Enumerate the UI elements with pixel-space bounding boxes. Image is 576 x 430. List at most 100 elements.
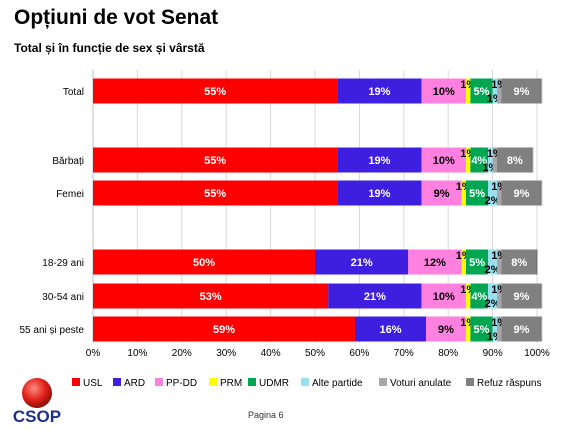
category-label: 55 ani și peste xyxy=(20,325,85,336)
data-label: 12% xyxy=(424,257,446,269)
x-tick-label: 90% xyxy=(483,348,503,359)
category-label: 18-29 ani xyxy=(42,258,84,269)
bar-edge xyxy=(540,78,543,104)
logo-sphere xyxy=(22,378,52,408)
data-label: 19% xyxy=(368,155,390,167)
data-label: 8% xyxy=(511,257,527,269)
logo-text: CSOP xyxy=(13,407,61,426)
x-tick-label: 50% xyxy=(305,348,325,359)
bar-segment xyxy=(488,147,493,173)
bar-segment xyxy=(488,249,498,275)
bar-segment xyxy=(337,147,422,173)
data-label: 8% xyxy=(507,155,523,167)
bar-segment xyxy=(470,316,493,342)
data-label: 55% xyxy=(204,155,226,167)
bar-segment xyxy=(408,249,462,275)
bar-segment xyxy=(497,249,502,275)
bar-segment xyxy=(492,78,498,104)
legend-swatch xyxy=(248,378,256,386)
category-label: 30-54 ani xyxy=(42,292,84,303)
bar-segment xyxy=(93,180,338,206)
data-label: 5% xyxy=(474,86,490,98)
bar-segment xyxy=(497,180,502,206)
legend: USL ARD PP-DD PRM UDMR Alte partide Voturi anu… xyxy=(72,378,541,389)
bars: 55% 19% 10%1%5%1%1%9%55% 19% 10%1%4%1%1%8%55… xyxy=(93,78,543,343)
data-label: 10% xyxy=(433,291,455,303)
bar-segment xyxy=(315,249,409,275)
data-label: 59% xyxy=(213,324,235,336)
bar-segment xyxy=(93,147,338,173)
data-label: 2% xyxy=(485,195,501,207)
bar-segment xyxy=(328,283,422,309)
data-label: 10% xyxy=(433,155,455,167)
legend-label: USL xyxy=(83,378,103,389)
data-label: 9% xyxy=(438,324,454,336)
bar-segment xyxy=(461,249,466,275)
bar-segment xyxy=(465,78,471,104)
data-label: 2% xyxy=(485,298,501,310)
legend-swatch xyxy=(301,378,309,386)
data-label: 9% xyxy=(434,188,450,200)
data-label: 50% xyxy=(193,257,215,269)
bar-segment xyxy=(497,147,533,173)
bar-segment xyxy=(470,78,493,104)
bar-segment xyxy=(337,180,422,206)
x-tick-label: 20% xyxy=(172,348,192,359)
legend-label: PP-DD xyxy=(166,378,197,389)
bar-segment xyxy=(465,180,489,206)
data-label: 4% xyxy=(471,291,487,303)
bar-segment xyxy=(93,249,315,275)
bar-segment xyxy=(465,147,471,173)
category-label: Bărbați xyxy=(52,156,84,167)
data-label: 5% xyxy=(469,257,485,269)
bar-segment xyxy=(501,316,542,342)
bar-segment xyxy=(497,316,502,342)
bar-segment xyxy=(421,283,466,309)
legend-label: PRM xyxy=(220,378,242,389)
data-label: 2% xyxy=(485,264,501,276)
page-title: Opțiuni de vot Senat xyxy=(14,6,219,29)
bar-segment xyxy=(465,249,489,275)
legend-swatch xyxy=(466,378,474,386)
bar-segment xyxy=(470,283,489,309)
bar-segment xyxy=(421,180,462,206)
page-subtitle: Total și în funcție de sex și vârstă xyxy=(14,41,205,55)
legend-swatch xyxy=(113,378,121,386)
bar-segment xyxy=(465,316,471,342)
bar-segment xyxy=(497,78,502,104)
bar-segment xyxy=(354,316,426,342)
x-tick-label: 40% xyxy=(261,348,281,359)
category-label: Total xyxy=(63,87,84,98)
x-tick-label: 100% xyxy=(524,348,550,359)
bar-segment xyxy=(501,249,537,275)
bar-edge xyxy=(536,249,538,275)
data-label: 55% xyxy=(204,188,226,200)
data-label: 9% xyxy=(514,291,530,303)
bar-segment xyxy=(470,147,489,173)
bar-segment xyxy=(421,78,466,104)
bar-segment xyxy=(488,180,498,206)
data-label: 9% xyxy=(514,86,530,98)
bar-segment xyxy=(93,283,329,309)
bar-segment xyxy=(93,316,355,342)
x-tick-label: 60% xyxy=(349,348,369,359)
data-label: 21% xyxy=(351,257,373,269)
x-tick-label: 10% xyxy=(127,348,147,359)
bar-segment xyxy=(426,316,466,342)
x-tick-label: 70% xyxy=(394,348,414,359)
legend-swatch xyxy=(72,378,80,386)
data-label: 5% xyxy=(469,188,485,200)
data-label: 9% xyxy=(514,188,530,200)
legend-swatch xyxy=(155,378,163,386)
data-label: 5% xyxy=(474,324,490,336)
data-label: 16% xyxy=(379,324,401,336)
legend-label: Alte partide xyxy=(312,378,363,389)
bar-segment xyxy=(501,283,542,309)
data-label: 10% xyxy=(433,86,455,98)
x-axis-tick-labels: 0% 10% 20% 30% 40% 50% 60% 70% 80% 90% 100% xyxy=(86,348,550,359)
bar-segment xyxy=(492,316,498,342)
bar-segment xyxy=(488,283,498,309)
csop-logo: CSOP xyxy=(13,378,61,426)
data-label: 9% xyxy=(514,324,530,336)
